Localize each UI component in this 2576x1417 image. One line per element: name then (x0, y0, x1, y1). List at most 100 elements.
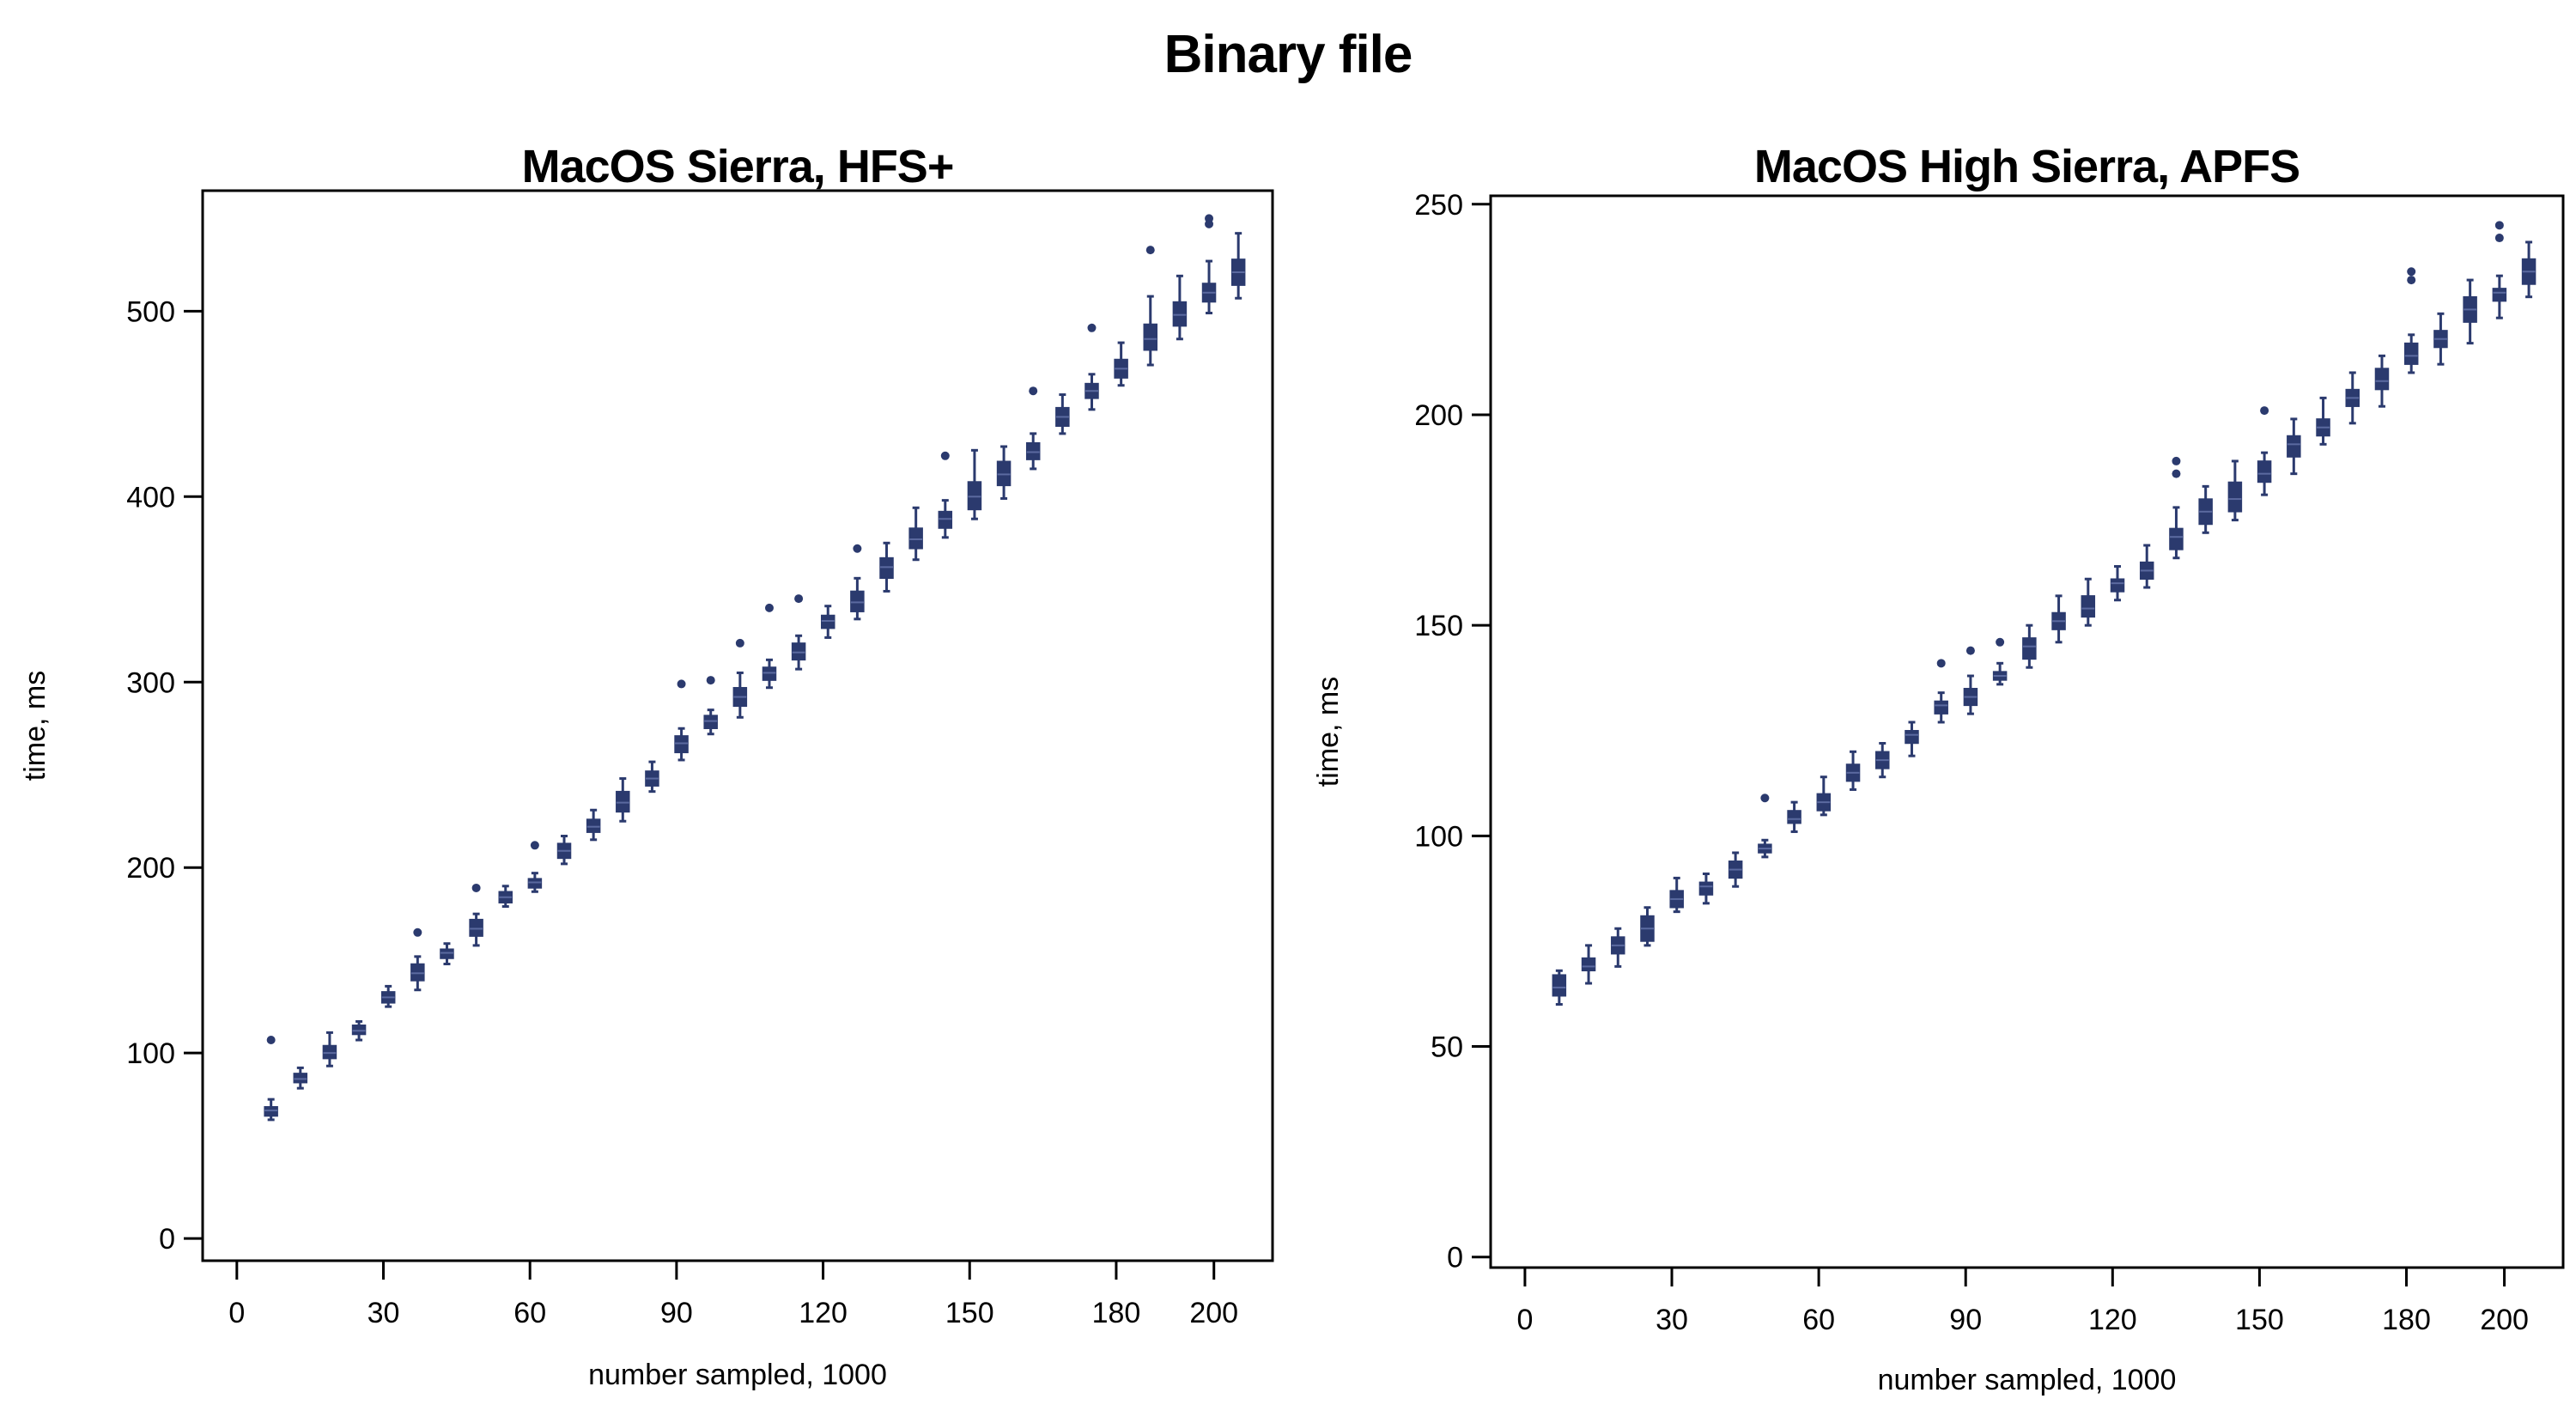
panel-hfs: MacOS Sierra, HFS+ 0 30 60 90 120 150 180 200 0 10… (19, 141, 1274, 1391)
outlier-point (706, 676, 715, 685)
box-13 (1581, 944, 1596, 985)
figure-title: Binary file (1163, 25, 1413, 84)
box-121 (821, 605, 835, 639)
box-13 (293, 1066, 308, 1090)
box-iqr (2403, 342, 2419, 365)
box-169 (1055, 393, 1070, 435)
outlier-point (677, 679, 686, 689)
outlier-point (2407, 276, 2416, 285)
box-iqr (967, 481, 982, 511)
box-iqr (908, 527, 923, 550)
outlier-point (853, 544, 862, 553)
box-37 (410, 927, 425, 992)
box-iqr (1787, 810, 1801, 824)
box-157 (2287, 417, 2301, 476)
box-199 (1201, 214, 1217, 315)
box-103 (732, 638, 748, 719)
outlier-point (413, 927, 422, 937)
box-iqr (322, 1044, 337, 1060)
x-tick-label: 30 (1656, 1304, 1688, 1336)
box-157 (996, 445, 1012, 500)
outlier-point (1145, 246, 1155, 255)
plot-frame (201, 189, 1274, 1262)
outlier-point (266, 1036, 276, 1045)
box-97 (703, 676, 718, 736)
box-163 (1025, 386, 1041, 471)
y-tick-label: 50 (1431, 1031, 1463, 1064)
box-iqr (2492, 288, 2507, 302)
box-61 (527, 841, 543, 893)
box-43 (1728, 851, 1743, 888)
outlier-point (735, 638, 744, 648)
y-tick-label: 200 (126, 852, 175, 885)
box-91 (674, 679, 689, 762)
box-73 (586, 808, 601, 842)
x-tick-label: 200 (2480, 1304, 2529, 1336)
box-iqr (850, 590, 865, 612)
box-iqr (791, 642, 806, 661)
box-55 (1787, 800, 1801, 833)
x-tick-label: 180 (2382, 1304, 2431, 1336)
box-iqr (2257, 460, 2272, 483)
box-iqr (527, 878, 543, 889)
x-tick-label: 60 (513, 1297, 546, 1329)
outlier-point (1996, 637, 2005, 647)
y-tick-label: 200 (1414, 399, 1463, 432)
y-tick-label: 300 (126, 666, 175, 699)
box-109 (762, 603, 777, 690)
y-axis-label: time, ms (1312, 677, 1345, 787)
box-193 (2463, 278, 2477, 345)
box-iqr (821, 614, 835, 629)
box-iqr (410, 963, 425, 982)
x-tick-label: 180 (1092, 1297, 1141, 1329)
x-tick-label: 30 (368, 1297, 400, 1329)
x-tick-label: 90 (1949, 1304, 1982, 1336)
box-iqr (586, 818, 601, 833)
box-7 (264, 1036, 278, 1122)
box-199 (2492, 221, 2507, 319)
outlier-point (1029, 386, 1038, 396)
y-tick-label: 100 (126, 1037, 175, 1070)
box-139 (2198, 484, 2213, 534)
box-19 (1611, 927, 1625, 968)
box-iqr (762, 666, 777, 681)
box-iqr (1143, 323, 1158, 351)
box-iqr (2169, 527, 2184, 550)
box-iqr (1905, 730, 1919, 745)
x-tick-label: 150 (945, 1297, 994, 1329)
box-iqr (674, 735, 689, 754)
panel-title: MacOS High Sierra, APFS (1754, 141, 2300, 192)
outlier-point (530, 841, 539, 850)
box-iqr (996, 460, 1012, 487)
box-iqr (2227, 481, 2243, 513)
box-109 (2051, 594, 2066, 644)
box-139 (908, 506, 923, 562)
box-79 (616, 777, 630, 823)
x-tick-label: 120 (2088, 1304, 2137, 1336)
box-133 (879, 541, 894, 593)
box-iqr (938, 510, 953, 529)
box-73 (1875, 741, 1890, 779)
y-axis-label: time, ms (19, 671, 52, 781)
outlier-point (2172, 456, 2181, 465)
box-91 (1963, 646, 1978, 715)
box-151 (967, 448, 982, 520)
box-iqr (1581, 957, 1596, 972)
y-tick-label: 500 (126, 295, 175, 328)
panel-title: MacOS Sierra, HFS+ (522, 141, 954, 192)
box-7 (1552, 969, 1567, 1006)
outlier-point (471, 883, 481, 892)
box-37 (1698, 873, 1714, 905)
box-iqr (1172, 301, 1188, 327)
box-103 (2022, 623, 2037, 669)
box-145 (938, 451, 953, 539)
outlier-point (1205, 214, 1214, 223)
box-205 (1230, 232, 1246, 300)
box-iqr (1552, 974, 1567, 997)
box-115 (791, 594, 806, 671)
box-31 (380, 984, 396, 1008)
box-133 (2169, 456, 2184, 560)
x-tick-label: 0 (228, 1297, 245, 1329)
box-iqr (2022, 637, 2037, 660)
